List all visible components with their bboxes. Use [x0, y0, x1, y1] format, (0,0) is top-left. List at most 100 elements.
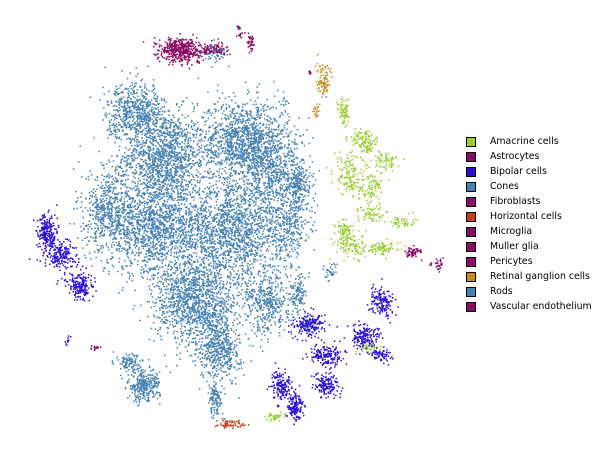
data-point — [189, 241, 191, 243]
data-point — [210, 229, 212, 231]
data-point — [149, 119, 151, 121]
data-point — [178, 122, 181, 124]
data-point — [230, 210, 232, 212]
data-point — [204, 231, 206, 233]
data-point — [260, 170, 263, 172]
data-point — [183, 250, 185, 252]
data-point — [126, 159, 129, 161]
data-point — [159, 152, 161, 154]
data-point — [246, 114, 249, 116]
data-point — [202, 222, 204, 225]
data-point — [202, 226, 205, 228]
data-point — [159, 244, 161, 246]
data-point — [134, 240, 136, 243]
data-point — [143, 218, 146, 220]
data-point — [267, 115, 269, 118]
data-point — [177, 229, 180, 231]
data-point — [149, 249, 151, 251]
data-point — [149, 165, 151, 168]
data-point — [174, 172, 177, 174]
data-point — [236, 153, 238, 155]
data-point — [205, 249, 207, 252]
data-point — [244, 103, 246, 106]
data-point — [118, 145, 121, 148]
data-point — [258, 222, 261, 224]
data-point — [152, 241, 154, 243]
data-point — [278, 140, 280, 143]
data-point — [222, 104, 225, 106]
data-point — [216, 131, 219, 133]
data-point — [169, 196, 171, 198]
data-point — [249, 260, 251, 262]
data-point — [203, 208, 205, 210]
data-point — [228, 220, 231, 223]
data-point — [145, 162, 147, 164]
data-point — [154, 234, 156, 236]
data-point — [251, 246, 254, 248]
data-point — [249, 228, 252, 230]
data-point — [260, 209, 262, 212]
data-point — [237, 118, 240, 121]
data-point — [235, 153, 237, 156]
data-point — [164, 178, 166, 180]
data-point — [120, 200, 122, 202]
data-point — [160, 253, 163, 255]
data-point — [221, 147, 223, 150]
data-point — [159, 156, 161, 158]
data-point — [161, 234, 163, 236]
data-point — [165, 252, 167, 255]
data-point — [118, 166, 121, 168]
data-point — [232, 117, 235, 120]
data-point — [212, 175, 215, 178]
data-point — [146, 192, 149, 194]
data-point — [147, 216, 150, 218]
data-point — [239, 136, 242, 138]
data-point — [189, 223, 191, 225]
data-point — [206, 144, 209, 146]
data-point — [200, 245, 202, 248]
data-point — [185, 188, 187, 191]
data-point — [192, 196, 194, 199]
data-point — [184, 255, 187, 258]
data-point — [191, 166, 193, 168]
data-point — [241, 268, 244, 270]
data-point — [152, 228, 154, 230]
data-point — [170, 156, 172, 158]
data-point — [266, 120, 269, 122]
data-point — [138, 224, 140, 226]
data-point — [288, 134, 290, 137]
data-point — [156, 151, 159, 153]
data-point — [242, 118, 244, 120]
data-point — [267, 164, 269, 166]
data-point — [166, 270, 168, 273]
data-point — [149, 213, 152, 215]
data-point — [172, 166, 174, 169]
data-point — [238, 178, 241, 180]
data-point — [218, 168, 221, 170]
data-point — [219, 161, 221, 163]
data-point — [172, 135, 175, 137]
data-point — [228, 150, 230, 152]
data-point — [205, 149, 207, 151]
data-point — [225, 107, 228, 109]
data-point — [249, 119, 251, 121]
data-point — [180, 145, 183, 148]
data-point — [283, 127, 286, 129]
data-point — [154, 194, 156, 196]
data-point — [163, 219, 165, 221]
data-point — [171, 195, 173, 197]
data-point — [251, 146, 253, 149]
data-point — [166, 211, 168, 213]
data-point — [161, 216, 163, 219]
data-point — [127, 162, 129, 165]
data-point — [161, 174, 163, 177]
data-point — [146, 124, 148, 127]
data-point — [151, 198, 153, 201]
data-point — [259, 122, 261, 125]
data-point — [150, 186, 152, 189]
data-point — [84, 254, 86, 257]
data-point — [174, 157, 176, 160]
data-point — [238, 204, 240, 206]
data-point — [148, 251, 150, 253]
data-point — [168, 215, 171, 218]
